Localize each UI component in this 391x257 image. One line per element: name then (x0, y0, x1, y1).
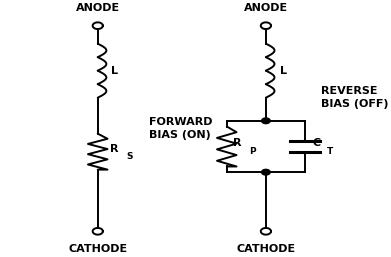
Text: FORWARD
BIAS (ON): FORWARD BIAS (ON) (149, 117, 212, 140)
Text: P: P (249, 147, 255, 156)
Text: S: S (127, 152, 133, 161)
Polygon shape (262, 118, 270, 124)
Text: L: L (280, 66, 287, 76)
Text: ANODE: ANODE (76, 3, 120, 13)
Polygon shape (262, 169, 270, 175)
Text: R: R (110, 144, 119, 154)
Text: C: C (312, 139, 320, 149)
Text: ANODE: ANODE (244, 3, 288, 13)
Text: T: T (327, 147, 333, 156)
Text: R: R (233, 139, 242, 149)
Text: L: L (111, 66, 118, 76)
Text: CATHODE: CATHODE (68, 244, 127, 254)
Text: REVERSE
BIAS (OFF): REVERSE BIAS (OFF) (321, 86, 388, 109)
Text: CATHODE: CATHODE (236, 244, 296, 254)
